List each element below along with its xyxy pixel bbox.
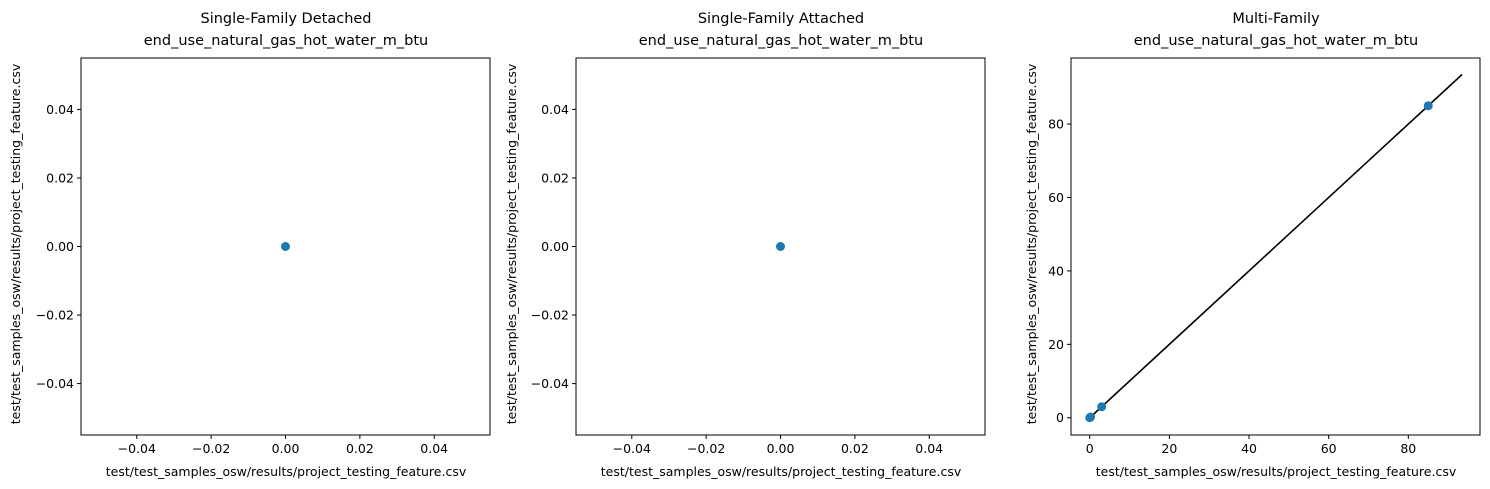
chart-title-line-1: Single-Family Attached bbox=[698, 11, 864, 27]
subplot-multi-family: Multi-Family end_use_natural_gas_hot_wat… bbox=[1024, 11, 1481, 479]
y-tick-label: −0.04 bbox=[531, 376, 569, 391]
y-tick-label: 0.00 bbox=[46, 239, 74, 254]
data-point bbox=[1423, 101, 1433, 111]
y-tick-label: 0.04 bbox=[541, 102, 569, 117]
y-tick-label: 40 bbox=[1048, 263, 1064, 278]
x-tick-label: −0.02 bbox=[192, 441, 230, 456]
x-tick-label: −0.02 bbox=[687, 441, 725, 456]
data-point bbox=[281, 242, 290, 251]
y-tick-label: 0.00 bbox=[541, 239, 569, 254]
y-tick-label: −0.02 bbox=[531, 308, 569, 323]
chart-title-line-1: Single-Family Detached bbox=[200, 11, 371, 27]
y-tick-label: −0.02 bbox=[36, 308, 74, 323]
x-tick-label: 20 bbox=[1161, 441, 1177, 456]
x-tick-label: 0.02 bbox=[346, 441, 374, 456]
x-tick-label: 0.04 bbox=[420, 441, 448, 456]
chart-title-line-1: Multi-Family bbox=[1232, 11, 1320, 27]
x-axis-label: test/test_samples_osw/results/project_te… bbox=[106, 464, 467, 479]
x-tick-label: 80 bbox=[1400, 441, 1416, 456]
chart-title-line-2: end_use_natural_gas_hot_water_m_btu bbox=[1134, 33, 1418, 49]
chart-title-line-2: end_use_natural_gas_hot_water_m_btu bbox=[639, 33, 923, 49]
y-tick-label: 80 bbox=[1048, 117, 1064, 132]
x-tick-label: 40 bbox=[1241, 441, 1257, 456]
data-point bbox=[776, 242, 785, 251]
x-tick-label: 0.04 bbox=[915, 441, 943, 456]
y-axis-label: test/test_samples_osw/results/project_te… bbox=[8, 63, 23, 424]
subplot-single-family-detached: Single-Family Detached end_use_natural_g… bbox=[8, 11, 491, 479]
y-tick-label: 0.04 bbox=[46, 102, 74, 117]
y-tick-label: 0 bbox=[1056, 410, 1064, 425]
x-tick-label: 0.00 bbox=[767, 441, 795, 456]
x-tick-label: 0.00 bbox=[272, 441, 300, 456]
x-tick-label: 60 bbox=[1321, 441, 1337, 456]
plot-frame bbox=[1070, 57, 1481, 436]
data-point bbox=[1086, 412, 1096, 422]
x-axis-label: test/test_samples_osw/results/project_te… bbox=[1096, 464, 1457, 479]
reference-line bbox=[1089, 73, 1463, 419]
x-tick-label: 0 bbox=[1086, 441, 1094, 456]
subplot-single-family-attached: Single-Family Attached end_use_natural_g… bbox=[504, 11, 986, 479]
y-axis-label: test/test_samples_osw/results/project_te… bbox=[1024, 63, 1039, 424]
y-tick-label: 0.02 bbox=[46, 170, 74, 185]
y-axis-label: test/test_samples_osw/results/project_te… bbox=[504, 63, 519, 424]
data-point bbox=[1097, 402, 1107, 412]
x-tick-label: −0.04 bbox=[118, 441, 156, 456]
x-tick-label: 0.02 bbox=[841, 441, 869, 456]
y-tick-label: 60 bbox=[1048, 190, 1064, 205]
x-tick-label: −0.04 bbox=[613, 441, 651, 456]
y-tick-label: 0.02 bbox=[541, 170, 569, 185]
y-tick-label: 20 bbox=[1048, 337, 1064, 352]
y-tick-label: −0.04 bbox=[36, 376, 74, 391]
chart-title-line-2: end_use_natural_gas_hot_water_m_btu bbox=[144, 33, 428, 49]
x-axis-label: test/test_samples_osw/results/project_te… bbox=[601, 464, 962, 479]
